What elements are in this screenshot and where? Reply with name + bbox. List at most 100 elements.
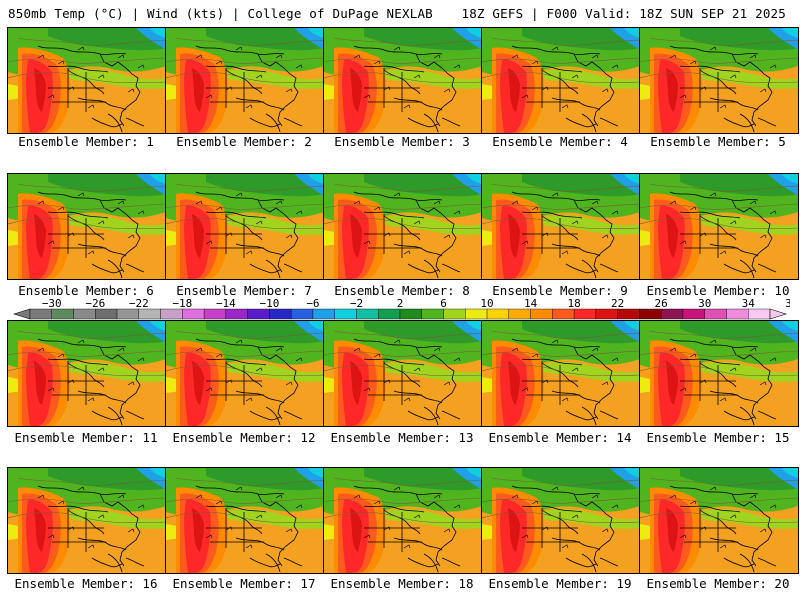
colorbar-swatch [247,308,270,320]
ensemble-map-panel [639,27,799,134]
ensemble-member-caption: Ensemble Member: 15 [646,430,790,445]
colorbar-label: −2 [350,297,363,310]
temperature-map [8,174,166,279]
ensemble-map-panel [323,467,483,574]
colorbar-label: 38 [785,297,790,310]
colorbar-swatch [639,308,662,320]
colorbar-swatch [356,308,379,320]
ensemble-member-caption: Ensemble Member: 9 [492,283,628,298]
ensemble-member-caption: Ensemble Member: 2 [176,134,312,149]
colorbar-swatch [203,308,227,320]
colorbar-label: −14 [216,297,236,310]
colorbar-swatch [508,308,531,320]
colorbar-label: −18 [172,297,192,310]
colorbar-swatch [378,308,401,320]
ensemble-member-caption: Ensemble Member: 20 [646,576,790,591]
ensemble-map-panel [165,467,325,574]
temperature-map [324,468,482,573]
ensemble-map-panel [165,173,325,280]
colorbar-swatch [486,308,510,320]
ensemble-map-panel [7,467,167,574]
ensemble-map-panel [7,173,167,280]
colorbar-swatch [334,308,357,320]
ensemble-member-caption: Ensemble Member: 13 [330,430,474,445]
ensemble-map-panel [165,320,325,427]
colorbar-label: 2 [397,297,404,310]
colorbar-swatch [682,308,705,320]
ensemble-member-caption: Ensemble Member: 5 [650,134,786,149]
colorbar-swatch [51,308,74,320]
colorbar-label: 10 [480,297,493,310]
ensemble-member-caption: Ensemble Member: 16 [14,576,158,591]
colorbar-swatch [443,308,466,320]
colorbar-low-arrow [12,308,31,320]
colorbar-label: 18 [567,297,580,310]
temperature-map [482,174,640,279]
temperature-map [482,468,640,573]
ensemble-map-panel [165,27,325,134]
ensemble-map-panel [481,320,641,427]
temperature-map [640,468,798,573]
colorbar-label: 6 [440,297,447,310]
temperature-map [166,468,324,573]
ensemble-member-caption: Ensemble Member: 18 [330,576,474,591]
ensemble-map-panel [481,173,641,280]
ensemble-map-panel [7,27,167,134]
colorbar-swatch [225,308,248,320]
colorbar-swatch [399,308,422,320]
temperature-map [640,174,798,279]
ensemble-map-panel [7,320,167,427]
colorbar-swatch [290,308,314,320]
temperature-map [324,174,482,279]
temperature-map [482,28,640,133]
colorbar-swatch [465,308,488,320]
ensemble-member-caption: Ensemble Member: 14 [488,430,632,445]
colorbar-label: −30 [42,297,62,310]
temperature-colorbar: −30−26−22−18−14−10−6−2261014182226303438… [12,297,790,320]
ensemble-member-caption: Ensemble Member: 6 [18,283,154,298]
colorbar-label: 22 [611,297,624,310]
temperature-map [166,174,324,279]
temperature-map [8,468,166,573]
colorbar-swatch [116,308,140,320]
temperature-map [482,321,640,426]
colorbar-swatch [421,308,444,320]
colorbar-label: 14 [524,297,538,310]
ensemble-member-caption: Ensemble Member: 8 [334,283,470,298]
colorbar-swatch [95,308,118,320]
ensemble-member-caption: Ensemble Member: 1 [18,134,154,149]
colorbar-label: −26 [85,297,105,310]
colorbar-swatch [660,308,684,320]
temperature-map [324,28,482,133]
temperature-map [640,321,798,426]
colorbar-high-arrow [769,308,788,320]
colorbar-swatch [530,308,553,320]
temperature-map [166,28,324,133]
ensemble-map-panel [323,27,483,134]
ensemble-map-panel [323,320,483,427]
ensemble-map-panel [323,173,483,280]
ensemble-map-panel [481,467,641,574]
temperature-map [8,321,166,426]
temperature-map [166,321,324,426]
colorbar-label: 26 [655,297,668,310]
temperature-map [640,28,798,133]
colorbar-swatch [312,308,335,320]
ensemble-map-panel [639,173,799,280]
ensemble-member-caption: Ensemble Member: 11 [14,430,158,445]
ensemble-map-panel [639,467,799,574]
colorbar-swatch [138,308,161,320]
ensemble-member-caption: Ensemble Member: 12 [172,430,316,445]
colorbar-swatch [269,308,292,320]
colorbar-label: −22 [129,297,149,310]
colorbar-label: 34 [742,297,756,310]
ensemble-member-caption: Ensemble Member: 19 [488,576,632,591]
ensemble-member-caption: Ensemble Member: 17 [172,576,316,591]
ensemble-member-caption: Ensemble Member: 4 [492,134,628,149]
chart-title: 850mb Temp (°C) | Wind (kts) | College o… [8,6,433,21]
ensemble-member-caption: Ensemble Member: 10 [646,283,790,298]
colorbar-swatch [160,308,183,320]
colorbar-swatch [182,308,205,320]
colorbar-swatch [552,308,575,320]
colorbar-swatch [704,308,727,320]
